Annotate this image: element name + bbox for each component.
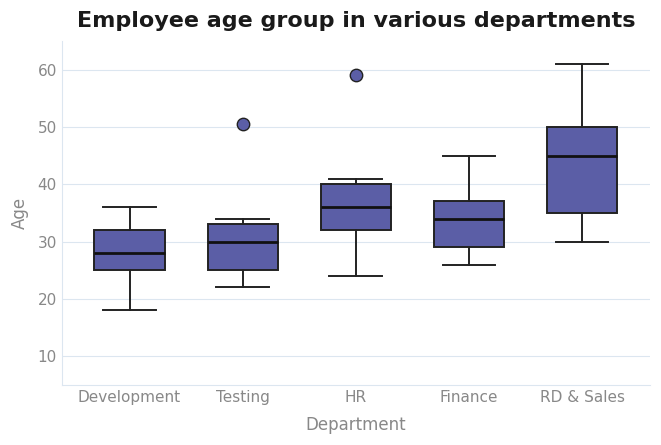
Y-axis label: Age: Age [11,197,29,229]
Point [350,72,361,79]
Bar [434,202,504,247]
Bar [208,224,278,270]
Point [237,121,248,128]
Bar [95,230,165,270]
Bar [547,127,617,213]
X-axis label: Department: Department [305,416,406,434]
Title: Employee age group in various departments: Employee age group in various department… [77,11,635,31]
Bar [321,184,391,230]
